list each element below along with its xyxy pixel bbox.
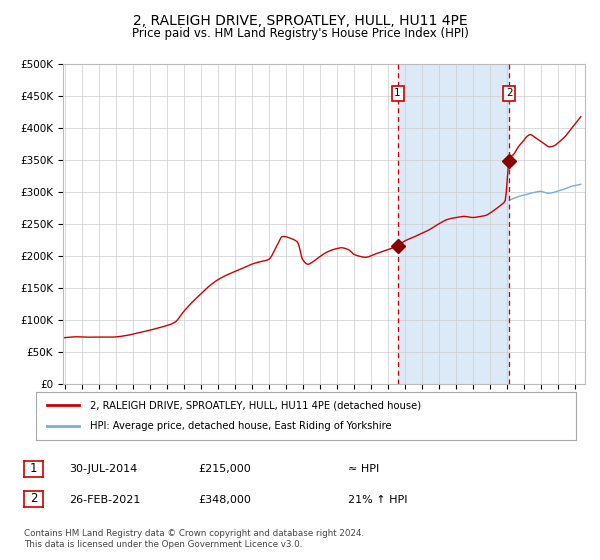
Text: 2: 2 bbox=[506, 88, 512, 98]
Text: 1: 1 bbox=[394, 88, 401, 98]
Text: HPI: Average price, detached house, East Riding of Yorkshire: HPI: Average price, detached house, East… bbox=[90, 421, 392, 431]
Text: 2: 2 bbox=[30, 492, 37, 506]
Bar bbox=[398, 64, 509, 384]
Text: 21% ↑ HPI: 21% ↑ HPI bbox=[348, 494, 407, 505]
Text: ≈ HPI: ≈ HPI bbox=[348, 464, 379, 474]
Text: 1: 1 bbox=[30, 462, 37, 475]
Text: Price paid vs. HM Land Registry's House Price Index (HPI): Price paid vs. HM Land Registry's House … bbox=[131, 27, 469, 40]
Text: £215,000: £215,000 bbox=[198, 464, 251, 474]
Text: Contains HM Land Registry data © Crown copyright and database right 2024.
This d: Contains HM Land Registry data © Crown c… bbox=[24, 529, 364, 549]
Text: 2, RALEIGH DRIVE, SPROATLEY, HULL, HU11 4PE: 2, RALEIGH DRIVE, SPROATLEY, HULL, HU11 … bbox=[133, 14, 467, 28]
Text: 30-JUL-2014: 30-JUL-2014 bbox=[69, 464, 137, 474]
Text: 26-FEB-2021: 26-FEB-2021 bbox=[69, 494, 140, 505]
Text: £348,000: £348,000 bbox=[198, 494, 251, 505]
Text: 2, RALEIGH DRIVE, SPROATLEY, HULL, HU11 4PE (detached house): 2, RALEIGH DRIVE, SPROATLEY, HULL, HU11 … bbox=[90, 400, 421, 410]
